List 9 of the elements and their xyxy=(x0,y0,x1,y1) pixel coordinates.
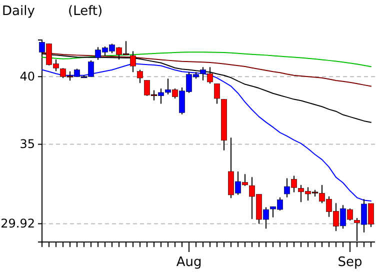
candlestick xyxy=(214,83,220,104)
y-tick-label: 29.92 xyxy=(0,216,35,231)
candlestick xyxy=(137,69,143,84)
chart-subtitle: (Left) xyxy=(68,4,103,19)
x-tick-label: Sep xyxy=(338,254,362,270)
chart-title: Daily xyxy=(2,4,36,19)
x-tick-label: Aug xyxy=(176,254,202,270)
y-tick-label: 40 xyxy=(20,69,35,84)
y-tick-label: 35 xyxy=(20,137,35,152)
